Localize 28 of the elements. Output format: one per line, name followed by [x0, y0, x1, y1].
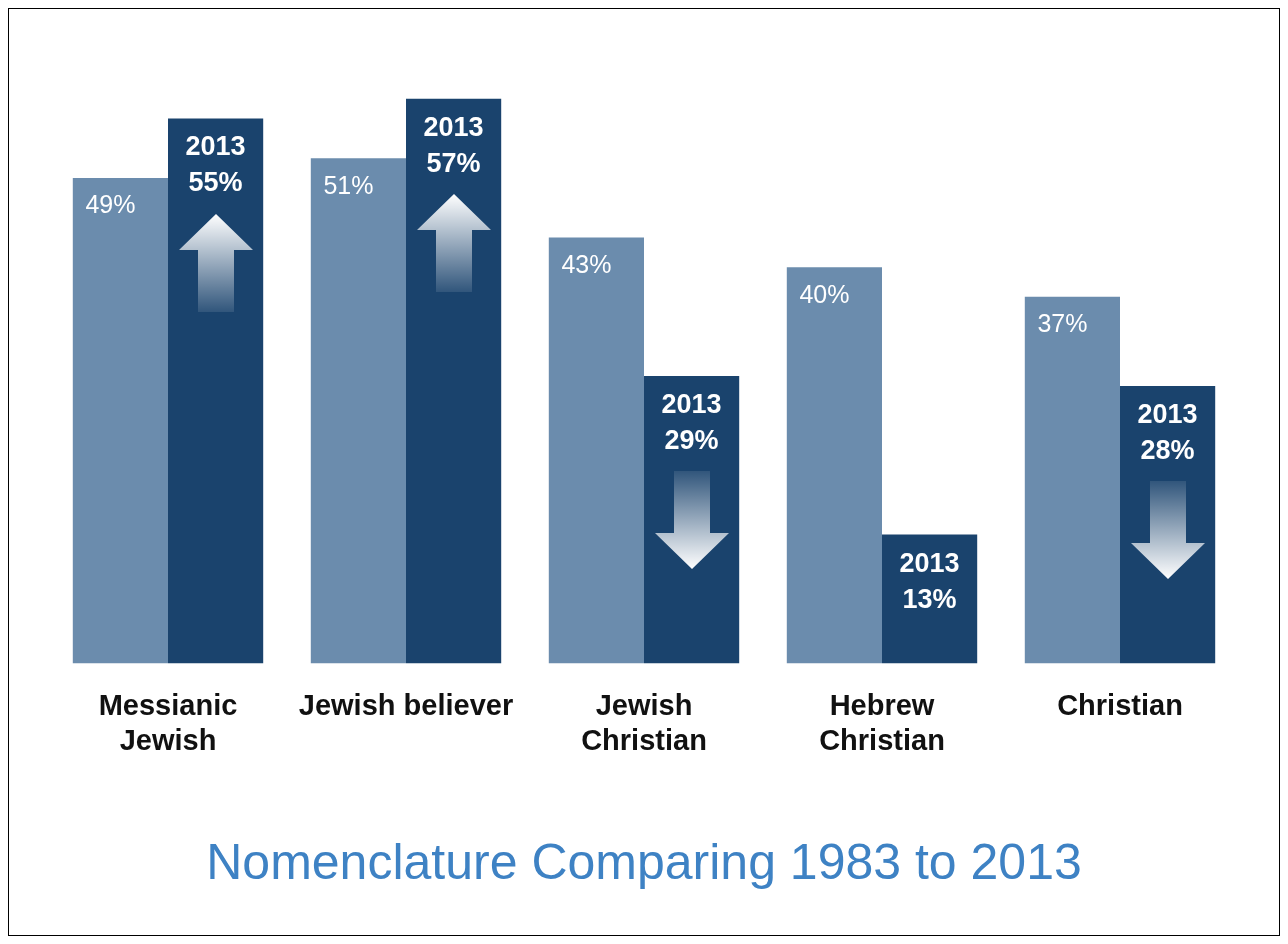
x-tick-label: Hebrew Christian: [819, 688, 945, 756]
bar: [310, 158, 406, 664]
text: Nomenclature Comparing 1983 to 2013: [206, 833, 1082, 890]
x-tick-label: Messianic Jewish: [98, 688, 238, 756]
series-label: 2013: [661, 389, 722, 420]
bar: [168, 118, 264, 664]
text: 2013: [185, 131, 246, 162]
x-tick-label: Christian: [1057, 688, 1183, 721]
data-label: 29%: [664, 425, 719, 456]
data-label: 13%: [902, 583, 957, 614]
bar: [72, 177, 168, 664]
text: 2013: [1137, 398, 1198, 429]
bar: [548, 237, 644, 664]
data-label: 49%: [85, 190, 136, 219]
bar: [1024, 296, 1120, 664]
x-tick-label: Jewish believer: [298, 688, 514, 721]
data-label: 51%: [323, 170, 374, 199]
data-label: 28%: [1140, 434, 1195, 465]
x-tick-label: Jewish Christian: [581, 688, 707, 756]
data-label: 37%: [1037, 309, 1088, 338]
data-label: 57%: [426, 147, 481, 178]
text: 2013: [899, 547, 960, 578]
bar: [786, 267, 882, 664]
bar: [406, 98, 502, 664]
data-label: 55%: [188, 167, 243, 198]
text: 2013: [423, 111, 484, 142]
data-label: 40%: [799, 279, 850, 308]
data-label: 43%: [561, 249, 612, 278]
